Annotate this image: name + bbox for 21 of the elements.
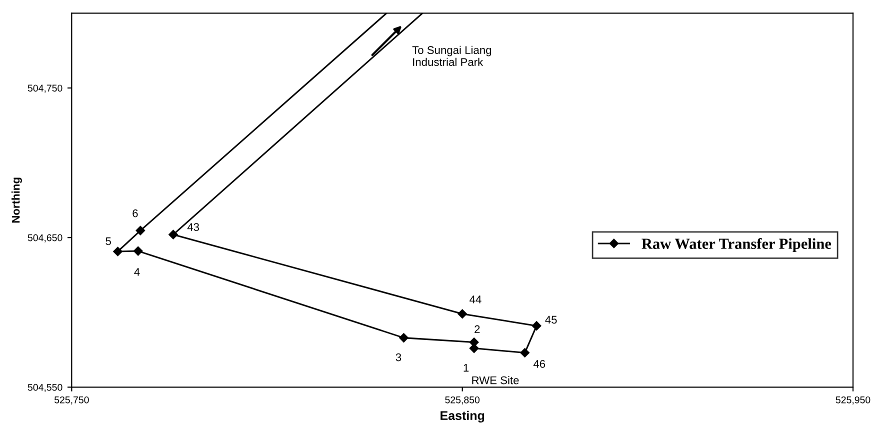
x-tick-label: 525,750 [54, 396, 89, 404]
annotation: RWE Site [472, 376, 519, 384]
x-tick-label: 525,850 [445, 396, 480, 404]
annotation: 5 [106, 237, 111, 246]
annotation: 6 [132, 209, 138, 218]
annotation: 2 [474, 325, 480, 334]
y-axis-title: Northing [12, 178, 22, 223]
x-tick-label: 525,950 [836, 396, 870, 404]
annotation: 3 [396, 353, 402, 362]
annotation: 46 [533, 360, 546, 368]
x-axis-title: Easting [440, 410, 484, 423]
y-tick-label: 504,650 [28, 234, 62, 242]
y-tick-label: 504,550 [28, 384, 62, 392]
annotation: 44 [470, 296, 482, 304]
y-tick-label: 504,750 [28, 84, 62, 93]
legend-label: Raw Water Transfer Pipeline [642, 238, 832, 252]
annotation: To Sungai Liang Industrial Park [412, 46, 492, 66]
annotation: 45 [545, 316, 557, 324]
annotation: 4 [134, 268, 140, 276]
annotation: 43 [187, 223, 200, 231]
annotation: 1 [464, 364, 469, 372]
